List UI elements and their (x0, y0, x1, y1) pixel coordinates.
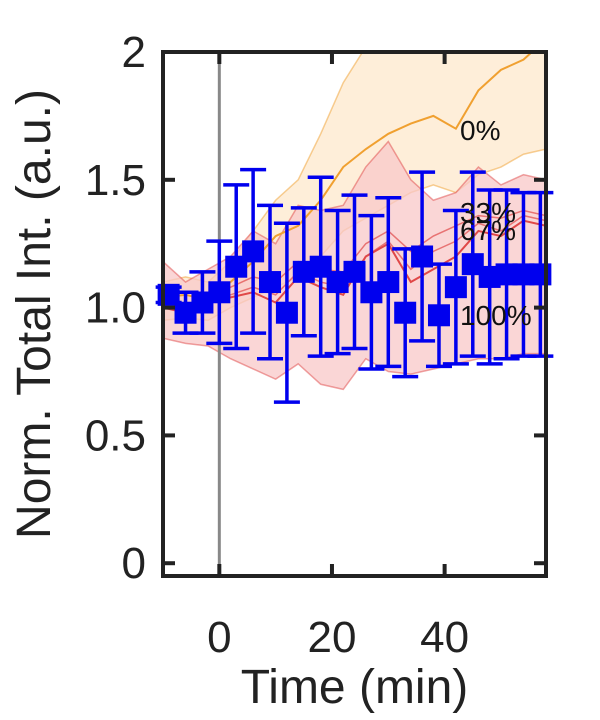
data-point (242, 240, 265, 263)
data-point (529, 263, 552, 286)
data-point (174, 301, 197, 324)
data-point (377, 271, 400, 294)
y-tick-label: 0.5 (85, 411, 146, 460)
annotation-label: 33% (460, 197, 516, 228)
data-point (208, 281, 231, 304)
tick-layer: 0 20 40 0 0.5 1.0 1.5 2 (85, 28, 546, 662)
plot-frame (161, 50, 548, 578)
y-axis-label: Norm. Total Int. (a.u.) (8, 89, 61, 539)
data-point (478, 265, 501, 288)
y-tick-label: 1.5 (85, 156, 146, 205)
x-axis-label: Time (min) (241, 661, 469, 714)
data-point (292, 260, 315, 283)
x-tick-label: 40 (420, 613, 469, 662)
data-point (191, 291, 214, 314)
axes-frame (161, 50, 548, 578)
annotation-label: 0% (460, 115, 500, 146)
data-point (275, 301, 298, 324)
annotation-label: 67% (460, 215, 516, 246)
annotation-label: 100% (460, 300, 532, 331)
data-point (495, 263, 518, 286)
data-point (343, 260, 366, 283)
y-tick-label: 1.0 (85, 284, 146, 333)
annotation-layer: 0% 33%67% 100% (460, 115, 532, 331)
data-point (360, 281, 383, 304)
data-point (461, 253, 484, 276)
data-point (259, 271, 282, 294)
y-tick-label: 2 (122, 28, 146, 77)
data-point (427, 304, 450, 327)
data-point (225, 255, 248, 278)
data-point (394, 301, 417, 324)
x-tick-label: 0 (207, 613, 231, 662)
marker-layer (157, 240, 552, 327)
data-point (444, 276, 467, 299)
data-point (326, 271, 349, 294)
data-point (411, 245, 434, 268)
x-tick-label: 20 (307, 613, 356, 662)
y-tick-label: 0 (122, 539, 146, 588)
data-point (309, 255, 332, 278)
data-point (512, 263, 535, 286)
